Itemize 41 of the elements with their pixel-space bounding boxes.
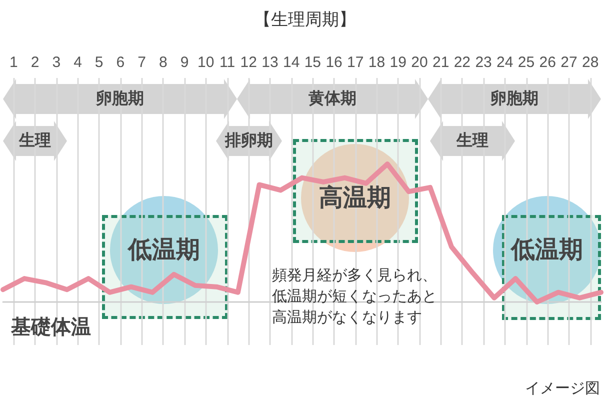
x-tick-label: 17 xyxy=(347,54,364,71)
text: 生理 xyxy=(18,132,51,150)
series-label: 基礎体温 xyxy=(10,316,91,339)
x-tick-label: 24 xyxy=(496,54,514,71)
x-tick-label: 2 xyxy=(30,54,40,71)
annotation: 低温期 xyxy=(127,236,200,264)
annotation: 頻発月経が多く見られ、低温期が短くなったあと高温期がなくなります xyxy=(272,267,437,326)
x-tick-label: 13 xyxy=(262,54,278,71)
x-tick-label: 4 xyxy=(74,54,82,71)
x-tick-label: 6 xyxy=(116,54,125,71)
x-tick-label: 19 xyxy=(390,54,406,71)
x-tick-label: 28 xyxy=(582,54,599,71)
text: 生理 xyxy=(456,132,488,150)
x-tick-label: 21 xyxy=(432,54,450,71)
chart-title: 【生理周期】 xyxy=(254,10,356,29)
x-tick-label: 26 xyxy=(539,54,556,71)
x-tick-label: 20 xyxy=(411,54,428,71)
text: 卵胞期 xyxy=(490,90,538,108)
text: 卵胞期 xyxy=(95,90,144,108)
x-tick-label: 10 xyxy=(198,54,214,71)
x-tick-label: 16 xyxy=(326,54,342,71)
x-tick-label: 14 xyxy=(282,54,300,71)
x-tick-label: 11 xyxy=(219,54,236,71)
x-tick-label: 12 xyxy=(240,54,257,71)
x-tick-label: 3 xyxy=(52,54,61,71)
text: 排卵期 xyxy=(224,132,273,150)
x-tick-label: 25 xyxy=(518,54,535,71)
x-tick-label: 8 xyxy=(159,54,168,71)
x-tick-label: 1 xyxy=(10,54,18,71)
x-tick-label: 7 xyxy=(138,54,146,71)
x-tick-label: 22 xyxy=(454,54,471,71)
x-tick-label: 15 xyxy=(304,54,322,71)
annotation: 低温期 xyxy=(510,236,583,264)
x-tick-label: 18 xyxy=(368,54,386,71)
x-tick-label: 23 xyxy=(475,54,492,71)
text: 黄体期 xyxy=(308,90,356,108)
x-tick-label: 5 xyxy=(94,54,104,71)
text: イメージ図 xyxy=(525,380,600,397)
x-tick-label: 9 xyxy=(180,54,189,71)
annotation: 高温期 xyxy=(319,184,391,212)
x-tick-label: 27 xyxy=(560,54,578,71)
